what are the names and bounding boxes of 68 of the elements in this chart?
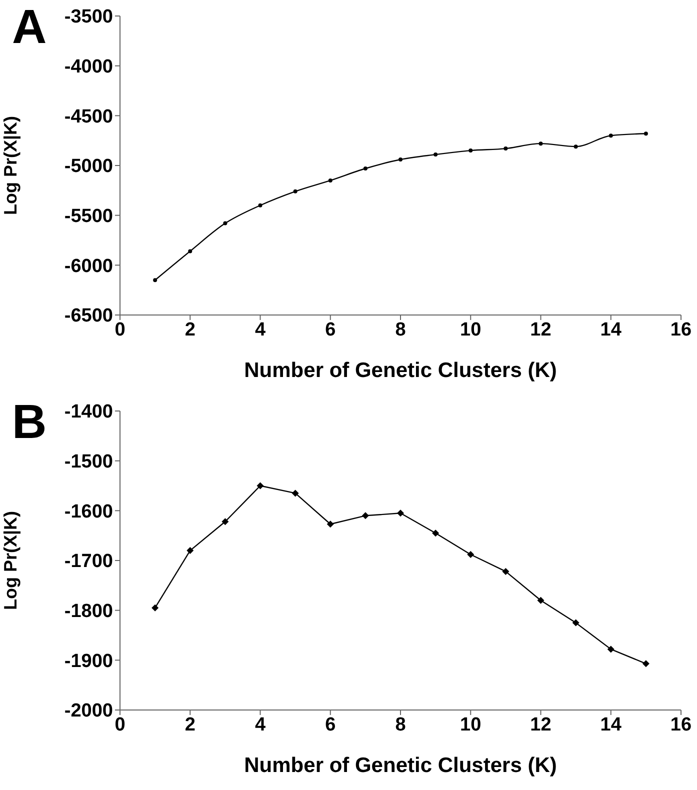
- y-axis-title: Log Pr(X|K): [0, 510, 20, 610]
- y-tick-label: -1900: [64, 650, 113, 672]
- point: [328, 178, 332, 182]
- point: [502, 568, 510, 575]
- point: [362, 512, 369, 520]
- point: [256, 482, 264, 490]
- y-tick-label: -6000: [64, 256, 113, 277]
- point: [537, 596, 544, 604]
- y-tick-label: -3500: [64, 6, 113, 28]
- y-axis-title: Log Pr(X|K): [0, 116, 20, 216]
- point: [467, 551, 474, 558]
- point: [397, 510, 404, 517]
- point: [642, 660, 650, 668]
- y-tick-label: -1400: [64, 402, 113, 423]
- point: [152, 604, 159, 612]
- y-tick-label: -4000: [64, 56, 113, 78]
- x-tick-label: 0: [114, 319, 126, 340]
- point: [398, 158, 402, 162]
- y-tick-label: -2000: [64, 700, 113, 722]
- x-tick-label: 16: [670, 319, 692, 340]
- point: [572, 619, 580, 626]
- point: [538, 142, 543, 146]
- point: [608, 134, 613, 138]
- x-tick-label: 8: [395, 714, 406, 736]
- point: [153, 278, 158, 282]
- point: [223, 221, 228, 226]
- point: [504, 146, 508, 151]
- point: [293, 189, 298, 194]
- x-tick-label: 14: [600, 714, 622, 736]
- x-tick-label: 10: [460, 714, 482, 736]
- y-tick-label: -1500: [64, 452, 113, 473]
- y-tick-label: -1600: [64, 501, 113, 522]
- x-axis-title: Number of Genetic Clusters (K): [244, 359, 557, 382]
- point: [258, 203, 262, 208]
- x-tick-label: 8: [395, 319, 406, 340]
- x-tick-label: 16: [670, 714, 692, 736]
- y-tick-label: -6500: [64, 306, 113, 327]
- point: [186, 547, 194, 554]
- point: [326, 520, 334, 528]
- point: [644, 132, 648, 136]
- y-tick-label: -4500: [64, 106, 113, 128]
- point: [432, 530, 440, 537]
- x-tick-label: 4: [254, 319, 266, 340]
- chart-title: A: [12, 0, 47, 56]
- point: [222, 518, 229, 526]
- y-tick-label: -5000: [64, 156, 113, 178]
- x-tick-label: 12: [530, 714, 552, 736]
- y-tick-label: -1800: [64, 601, 113, 622]
- chart-title: B: [12, 395, 47, 451]
- point: [574, 144, 578, 149]
- x-tick-label: 6: [325, 319, 336, 340]
- x-tick-label: 2: [184, 319, 196, 340]
- y-tick-label: -5500: [64, 206, 113, 228]
- point: [607, 646, 614, 653]
- y-tick-label: -1700: [64, 551, 113, 572]
- x-tick-label: 12: [530, 319, 552, 340]
- point: [363, 166, 368, 170]
- x-axis-title: Number of Genetic Clusters (K): [244, 754, 557, 777]
- x-tick-label: 10: [460, 319, 482, 340]
- point: [188, 249, 192, 254]
- point: [468, 148, 473, 153]
- x-tick-label: 14: [600, 319, 622, 340]
- x-tick-label: 2: [184, 714, 196, 736]
- x-tick-label: 6: [325, 714, 336, 736]
- x-tick-label: 0: [114, 714, 126, 736]
- point: [292, 490, 299, 497]
- x-tick-label: 4: [254, 714, 266, 736]
- point: [434, 152, 438, 157]
